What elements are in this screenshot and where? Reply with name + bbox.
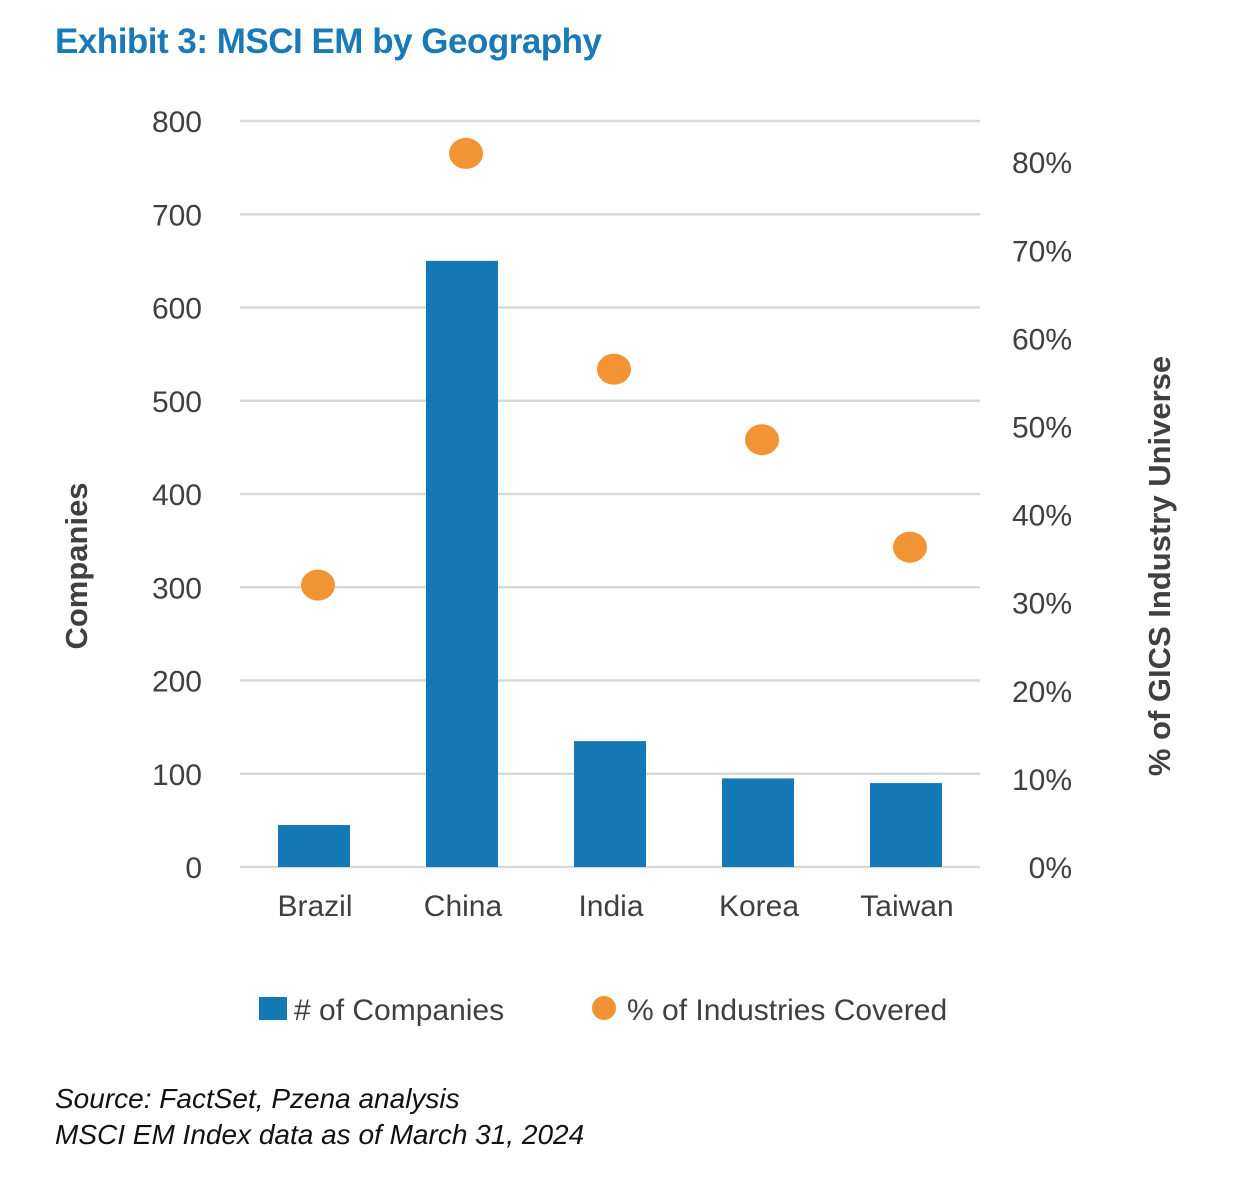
category-label-india: India bbox=[578, 890, 643, 923]
category-label-brazil: Brazil bbox=[277, 890, 352, 923]
right-axis-title: % of GICS Industry Universe bbox=[1142, 356, 1177, 776]
category-label-korea: Korea bbox=[719, 890, 799, 923]
right-tick-label: 60% bbox=[1012, 323, 1072, 356]
left-tick-label: 300 bbox=[152, 572, 202, 605]
right-tick-label: 0% bbox=[1029, 852, 1072, 885]
right-tick-label: 30% bbox=[1012, 588, 1072, 621]
legend: # of Companies % of Industries Covered bbox=[259, 994, 947, 1027]
bar-taiwan bbox=[870, 783, 942, 867]
dot-korea bbox=[745, 424, 779, 456]
left-axis-ticks: 0 100 200 300 400 500 600 700 800 bbox=[152, 106, 202, 885]
legend-label-dot: % of Industries Covered bbox=[627, 994, 947, 1027]
dot-china bbox=[449, 137, 483, 169]
bar-series bbox=[278, 260, 942, 867]
legend-label-bar: # of Companies bbox=[294, 994, 504, 1027]
left-axis-title: Companies bbox=[59, 482, 94, 649]
bar-korea bbox=[722, 778, 794, 867]
left-tick-label: 600 bbox=[152, 293, 202, 326]
category-labels: Brazil China India Korea Taiwan bbox=[277, 890, 953, 923]
right-tick-label: 70% bbox=[1012, 235, 1072, 268]
chart-svg: 0 100 200 300 400 500 600 700 800 0% 10% 20% 30% 40%… bbox=[59, 106, 1177, 1027]
dot-taiwan bbox=[893, 531, 927, 563]
category-label-taiwan: Taiwan bbox=[860, 890, 953, 923]
chart-title: Exhibit 3: MSCI EM by Geography bbox=[55, 22, 602, 61]
dot-series bbox=[301, 137, 927, 601]
right-tick-label: 40% bbox=[1012, 500, 1072, 533]
legend-swatch-bar bbox=[259, 997, 287, 1020]
left-tick-label: 400 bbox=[152, 479, 202, 512]
bar-india bbox=[574, 741, 646, 867]
right-tick-label: 50% bbox=[1012, 412, 1072, 445]
bar-china bbox=[426, 260, 498, 867]
left-tick-label: 100 bbox=[152, 759, 202, 792]
left-tick-label: 0 bbox=[185, 852, 202, 885]
legend-swatch-dot bbox=[592, 996, 616, 1020]
dot-brazil bbox=[301, 569, 335, 601]
left-tick-label: 700 bbox=[152, 199, 202, 232]
right-tick-label: 80% bbox=[1012, 147, 1072, 180]
source-note: Source: FactSet, Pzena analysis bbox=[55, 1083, 460, 1114]
right-axis-ticks: 0% 10% 20% 30% 40% 50% 60% 70% 80% bbox=[1012, 147, 1072, 885]
left-tick-label: 800 bbox=[152, 106, 202, 139]
date-note: MSCI EM Index data as of March 31, 2024 bbox=[55, 1119, 585, 1150]
bar-brazil bbox=[278, 825, 350, 867]
category-label-china: China bbox=[424, 890, 503, 923]
left-tick-label: 500 bbox=[152, 386, 202, 419]
dot-india bbox=[597, 353, 631, 385]
right-tick-label: 10% bbox=[1012, 764, 1072, 797]
right-tick-label: 20% bbox=[1012, 676, 1072, 709]
left-tick-label: 200 bbox=[152, 666, 202, 699]
